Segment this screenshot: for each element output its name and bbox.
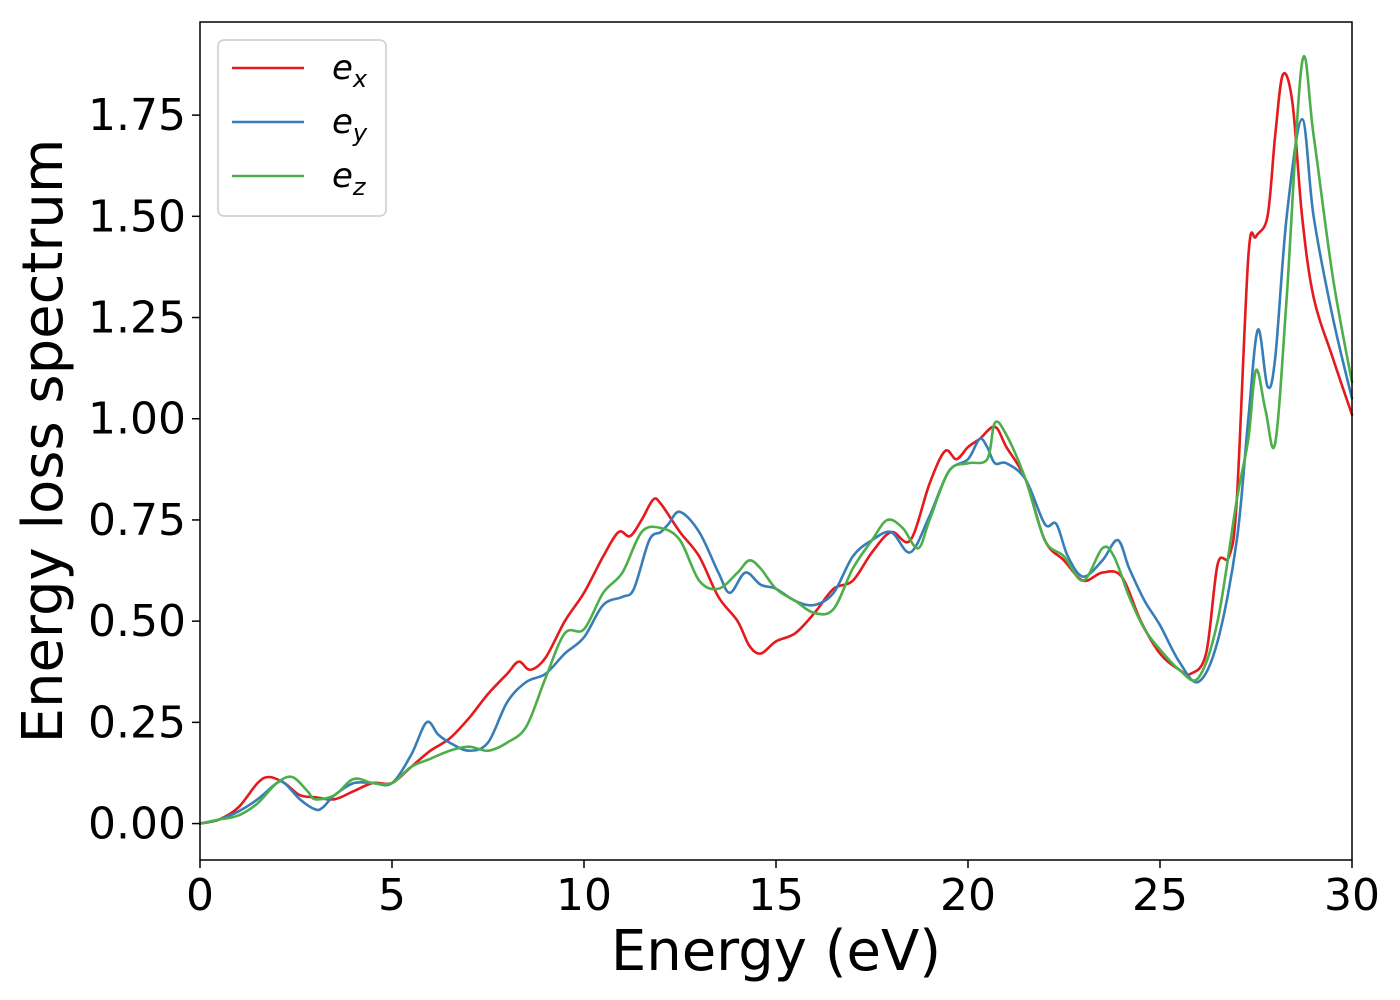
legend-label-y: ey — [332, 102, 368, 147]
y-tick-label: 0.75 — [88, 495, 186, 546]
x-tick-label: 25 — [1132, 870, 1188, 921]
x-axis-title: Energy (eV) — [611, 919, 941, 984]
series-line-y — [198, 117, 1354, 825]
y-tick-label: 0.25 — [88, 697, 186, 748]
y-tick-label: 0.00 — [88, 799, 186, 850]
x-tick-label: 10 — [556, 870, 612, 921]
legend: ex ey ez — [217, 39, 387, 217]
y-tick-label: 1.75 — [88, 90, 186, 141]
x-tick-label: 5 — [378, 870, 406, 921]
y-axis: 0.00 0.25 0.50 0.75 1.00 1.25 1.50 1.75 — [88, 90, 200, 850]
y-axis-title: Energy loss spectrum — [11, 139, 76, 744]
legend-box — [217, 39, 387, 217]
series-line-z — [198, 54, 1354, 825]
y-tick-label: 1.50 — [88, 191, 186, 242]
x-tick-label: 20 — [940, 870, 996, 921]
y-tick-label: 0.50 — [88, 596, 186, 647]
y-tick-label: 1.25 — [88, 293, 186, 344]
x-tick-label: 30 — [1324, 870, 1380, 921]
legend-label-x: ex — [332, 48, 368, 93]
x-tick-label: 0 — [186, 870, 214, 921]
x-tick-label: 15 — [748, 870, 804, 921]
y-tick-label: 1.00 — [88, 394, 186, 445]
series-line-x — [198, 72, 1354, 825]
series-layer — [198, 54, 1354, 825]
legend-label-z: ez — [332, 156, 367, 201]
x-axis: 0 5 10 15 20 25 30 — [186, 860, 1380, 921]
